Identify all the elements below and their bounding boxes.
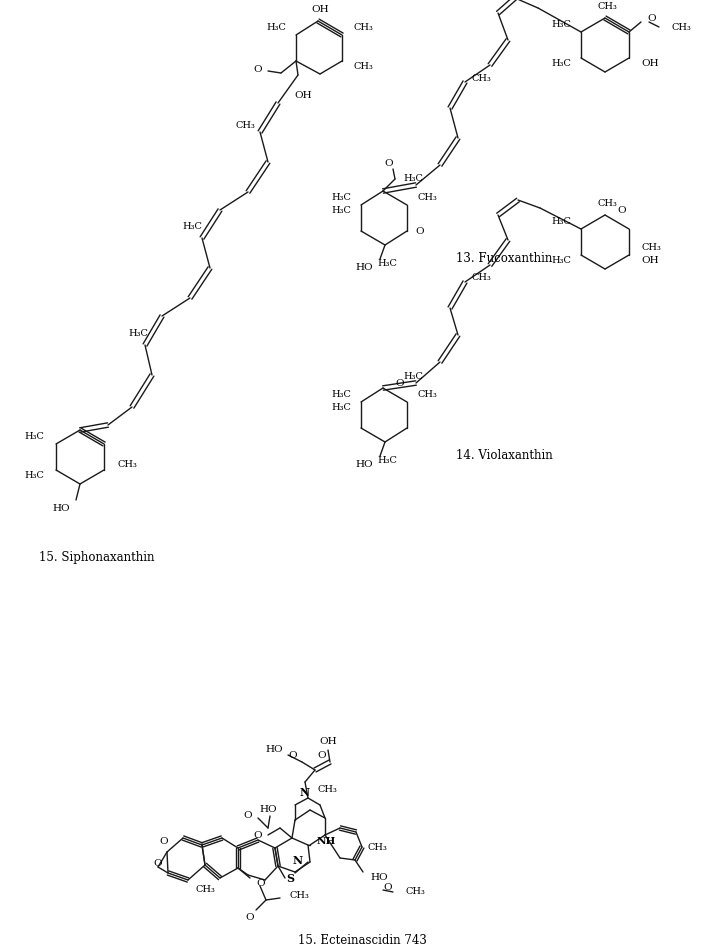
Text: CH₃: CH₃ <box>472 74 492 82</box>
Text: O: O <box>288 752 297 760</box>
Text: O: O <box>385 158 394 168</box>
Text: CH₃: CH₃ <box>597 2 617 10</box>
Text: CH₃: CH₃ <box>118 460 138 468</box>
Text: HO: HO <box>370 873 388 883</box>
Text: OH: OH <box>294 90 311 100</box>
Text: 13. Fucoxanthin: 13. Fucoxanthin <box>456 251 552 264</box>
Text: H₃C: H₃C <box>377 259 397 267</box>
Text: O: O <box>159 837 168 847</box>
Text: CH₃: CH₃ <box>417 192 437 202</box>
Text: S: S <box>286 872 294 884</box>
Text: OH: OH <box>641 59 658 67</box>
Text: H₃C: H₃C <box>551 216 571 226</box>
Text: CH₃: CH₃ <box>417 390 437 398</box>
Text: O: O <box>383 884 392 892</box>
Text: CH₃: CH₃ <box>354 23 374 31</box>
Text: H₃C: H₃C <box>551 59 571 67</box>
Text: 15. Siphonaxanthin: 15. Siphonaxanthin <box>39 551 154 563</box>
Text: H₃C: H₃C <box>551 20 571 28</box>
Text: CH₃: CH₃ <box>597 198 617 208</box>
Text: O: O <box>256 880 265 888</box>
Text: O: O <box>246 914 255 922</box>
Text: OH: OH <box>319 738 337 746</box>
Text: O: O <box>396 378 404 388</box>
Text: HO: HO <box>355 263 373 271</box>
Text: HO: HO <box>53 503 70 513</box>
Text: O: O <box>647 13 655 23</box>
Text: H₃C: H₃C <box>266 23 286 31</box>
Text: H₃C: H₃C <box>24 431 44 441</box>
Text: O: O <box>415 227 424 235</box>
Text: H₃C: H₃C <box>551 256 571 264</box>
Text: O: O <box>318 751 327 759</box>
Text: O: O <box>253 64 262 74</box>
Text: O: O <box>618 206 627 214</box>
Text: N: N <box>300 788 310 798</box>
Text: OH: OH <box>641 256 658 264</box>
Text: CH₃: CH₃ <box>195 885 215 895</box>
Text: O: O <box>253 830 262 840</box>
Text: 14. Violaxanthin: 14. Violaxanthin <box>456 448 553 462</box>
Text: H₃C: H₃C <box>24 470 44 480</box>
Text: H₃C: H₃C <box>182 222 202 230</box>
Text: CH₃: CH₃ <box>290 891 310 901</box>
Text: CH₃: CH₃ <box>354 62 374 70</box>
Text: H₃C: H₃C <box>331 206 351 214</box>
Text: H₃C: H₃C <box>128 329 148 337</box>
Text: CH₃: CH₃ <box>235 120 255 130</box>
Text: CH₃: CH₃ <box>472 272 492 282</box>
Text: H₃C: H₃C <box>403 372 423 380</box>
Text: H₃C: H₃C <box>331 192 351 202</box>
Text: NH: NH <box>317 837 337 847</box>
Text: N: N <box>293 854 303 866</box>
Text: 15. Ecteinascidin 743: 15. Ecteinascidin 743 <box>298 934 426 946</box>
Text: CH₃: CH₃ <box>318 786 338 794</box>
Text: O: O <box>154 859 162 867</box>
Text: CH₃: CH₃ <box>671 23 691 31</box>
Text: HO: HO <box>259 806 277 814</box>
Text: H₃C: H₃C <box>331 390 351 398</box>
Text: H₃C: H₃C <box>331 403 351 411</box>
Text: CH₃: CH₃ <box>405 887 425 897</box>
Text: HO: HO <box>265 745 283 755</box>
Text: O: O <box>244 811 252 819</box>
Text: HO: HO <box>355 460 373 468</box>
Text: CH₃: CH₃ <box>641 243 661 251</box>
Text: H₃C: H₃C <box>403 173 423 183</box>
Text: H₃C: H₃C <box>377 455 397 465</box>
Text: OH: OH <box>311 5 329 13</box>
Text: CH₃: CH₃ <box>368 843 388 851</box>
